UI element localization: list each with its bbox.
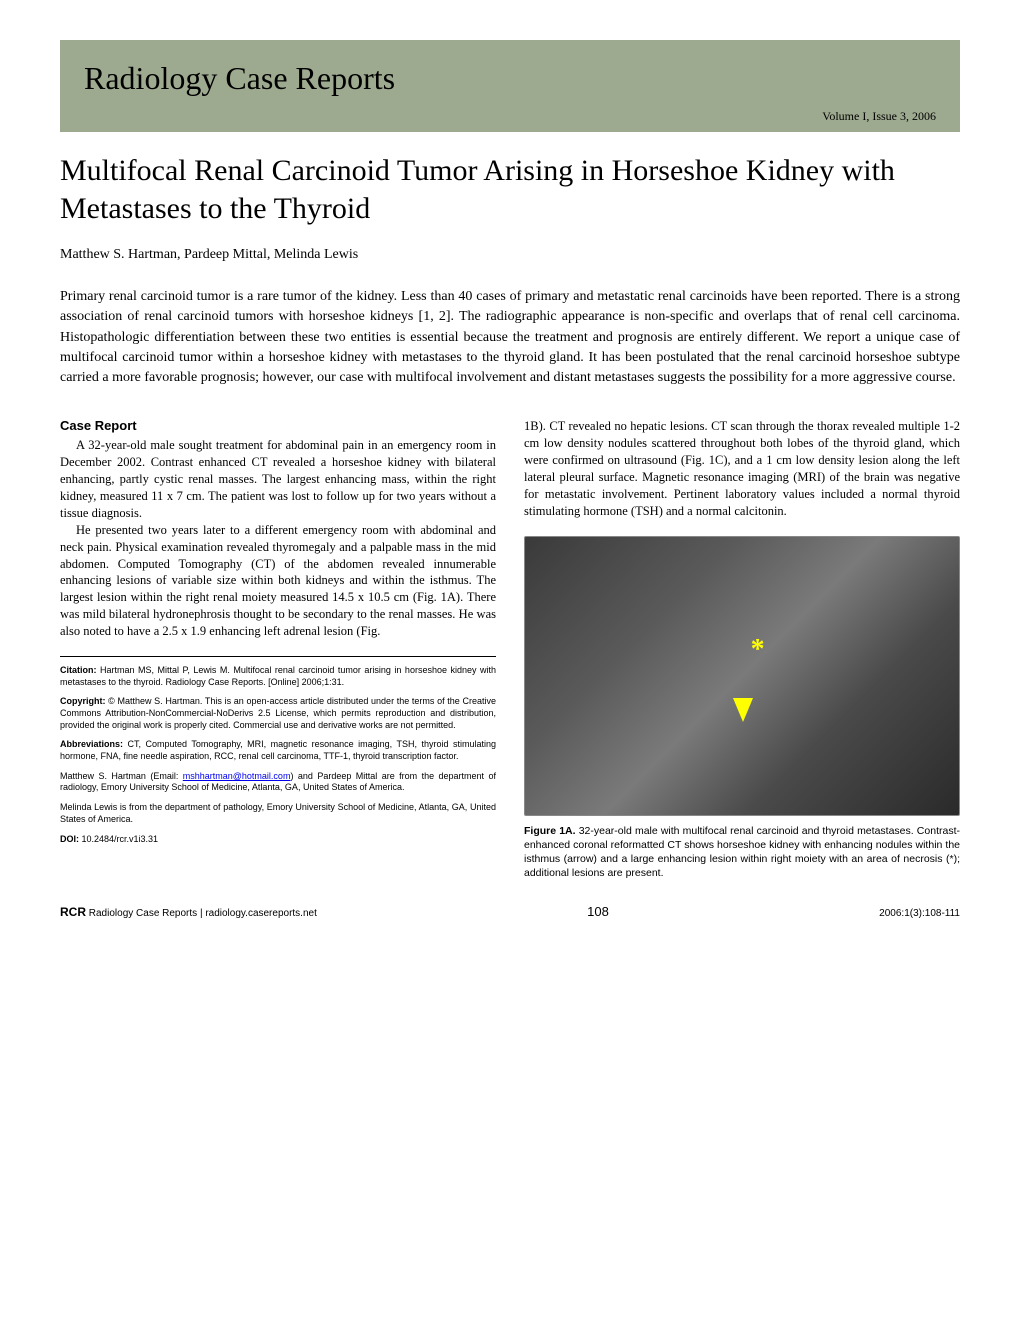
figure-label: Figure 1A. — [524, 825, 576, 837]
case-report-body-right: 1B). CT revealed no hepatic lesions. CT … — [524, 418, 960, 519]
doi-label: DOI: — [60, 834, 79, 844]
page-number: 108 — [587, 904, 609, 919]
case-para-1: A 32-year-old male sought treatment for … — [60, 437, 496, 521]
figure-1a-container: * Figure 1A. 32-year-old male with multi… — [524, 536, 960, 881]
page-footer: RCR Radiology Case Reports | radiology.c… — [60, 904, 960, 919]
two-column-layout: Case Report A 32-year-old male sought tr… — [60, 418, 960, 880]
abbrev-label: Abbreviations: — [60, 739, 123, 749]
copyright-block: Copyright: © Matthew S. Hartman. This is… — [60, 696, 496, 731]
issue-info: Volume I, Issue 3, 2006 — [84, 109, 936, 124]
left-column: Case Report A 32-year-old male sought tr… — [60, 418, 496, 880]
figure-1a-caption: Figure 1A. 32-year-old male with multifo… — [524, 824, 960, 881]
journal-name: Radiology Case Reports — [84, 60, 936, 97]
abbreviations-block: Abbreviations: CT, Computed Tomography, … — [60, 739, 496, 762]
necrosis-marker-asterisk: * — [751, 634, 765, 666]
isthmus-marker-arrow — [733, 698, 753, 722]
copyright-text: © Matthew S. Hartman. This is an open-ac… — [60, 696, 496, 729]
citation-block: Citation: Hartman MS, Mittal P, Lewis M.… — [60, 665, 496, 688]
footer-citation: 2006:1(3):108-111 — [879, 908, 960, 919]
case-para-2: He presented two years later to a differ… — [60, 522, 496, 640]
case-para-3: 1B). CT revealed no hepatic lesions. CT … — [524, 418, 960, 519]
citation-label: Citation: — [60, 665, 97, 675]
case-report-heading: Case Report — [60, 418, 496, 433]
article-title: Multifocal Renal Carcinoid Tumor Arising… — [60, 152, 960, 227]
meta-divider — [60, 656, 496, 657]
doi-block: DOI: 10.2484/rcr.v1i3.31 — [60, 834, 496, 846]
footer-left: RCR Radiology Case Reports | radiology.c… — [60, 905, 317, 919]
copyright-label: Copyright: — [60, 696, 106, 706]
header-banner: Radiology Case Reports Volume I, Issue 3… — [60, 40, 960, 132]
footer-journal-line: Radiology Case Reports | radiology.caser… — [86, 908, 317, 919]
doi-text: 10.2484/rcr.v1i3.31 — [79, 834, 158, 844]
affil1-pre: Matthew S. Hartman (Email: — [60, 771, 183, 781]
abbrev-text: CT, Computed Tomography, MRI, magnetic r… — [60, 739, 496, 761]
citation-text: Hartman MS, Mittal P, Lewis M. Multifoca… — [60, 665, 496, 687]
rcr-logo-text: RCR — [60, 905, 86, 919]
author-email-link[interactable]: mshhartman@hotmail.com — [183, 771, 291, 781]
affiliation-2: Melinda Lewis is from the department of … — [60, 802, 496, 825]
affiliation-1: Matthew S. Hartman (Email: mshhartman@ho… — [60, 771, 496, 794]
abstract: Primary renal carcinoid tumor is a rare … — [60, 287, 960, 388]
author-list: Matthew S. Hartman, Pardeep Mittal, Meli… — [60, 247, 960, 263]
figure-caption-text: 32-year-old male with multifocal renal c… — [524, 825, 960, 880]
figure-1a-image: * — [524, 536, 960, 816]
right-column: 1B). CT revealed no hepatic lesions. CT … — [524, 418, 960, 880]
case-report-body: A 32-year-old male sought treatment for … — [60, 437, 496, 640]
